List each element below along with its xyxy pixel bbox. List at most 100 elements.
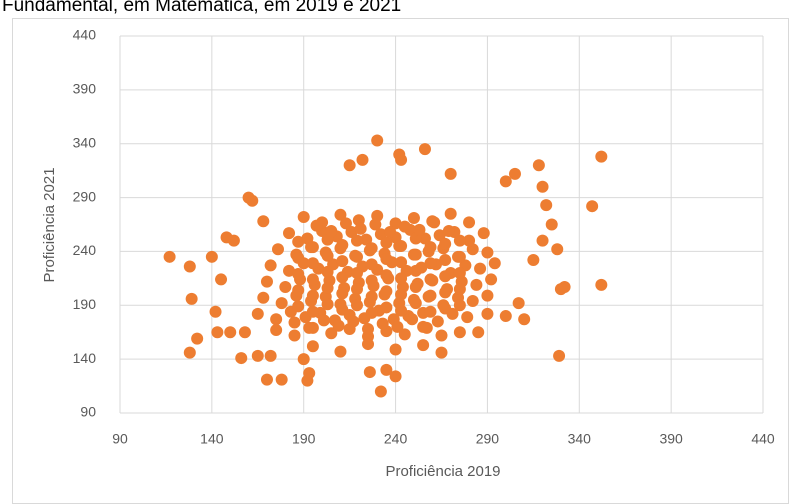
- point: [418, 232, 431, 245]
- point: [369, 218, 382, 231]
- x-tick-label: 190: [292, 431, 316, 447]
- point: [321, 265, 334, 278]
- point: [251, 307, 264, 320]
- point: [453, 299, 466, 312]
- point: [365, 306, 378, 319]
- point: [183, 346, 196, 359]
- point: [418, 143, 431, 156]
- point: [365, 274, 378, 287]
- point: [508, 167, 521, 180]
- point: [224, 326, 237, 339]
- point: [380, 236, 393, 249]
- y-tick-label: 340: [73, 134, 97, 150]
- point: [551, 243, 564, 256]
- point: [205, 250, 218, 263]
- x-tick-label: 290: [476, 431, 500, 447]
- point: [488, 257, 501, 270]
- point: [481, 246, 494, 259]
- y-tick-label: 140: [73, 350, 97, 366]
- point: [417, 339, 430, 352]
- point: [321, 282, 334, 295]
- point: [336, 238, 349, 251]
- point: [163, 250, 176, 263]
- point: [409, 264, 422, 277]
- point: [453, 250, 466, 263]
- point: [238, 326, 251, 339]
- point: [424, 289, 437, 302]
- point: [424, 257, 437, 270]
- point: [453, 326, 466, 339]
- point: [512, 297, 525, 310]
- point: [374, 385, 387, 398]
- point: [365, 242, 378, 255]
- point: [246, 194, 259, 207]
- point: [595, 150, 608, 163]
- point: [301, 232, 314, 245]
- y-tick-label: 290: [73, 188, 97, 204]
- point: [536, 234, 549, 247]
- point: [345, 226, 358, 239]
- point: [424, 305, 437, 318]
- point: [325, 327, 338, 340]
- point: [407, 212, 420, 225]
- point: [380, 301, 393, 314]
- point: [292, 268, 305, 281]
- point: [260, 275, 273, 288]
- point: [334, 208, 347, 221]
- x-tick-label: 440: [751, 431, 775, 447]
- point: [420, 321, 433, 334]
- point: [350, 299, 363, 312]
- point: [380, 269, 393, 282]
- point: [350, 234, 363, 247]
- point: [532, 159, 545, 172]
- point: [310, 219, 323, 232]
- point: [297, 353, 310, 366]
- point: [334, 345, 347, 358]
- point: [518, 313, 531, 326]
- point: [336, 303, 349, 316]
- point: [336, 271, 349, 284]
- point: [545, 218, 558, 231]
- point: [264, 349, 277, 362]
- point: [185, 292, 198, 305]
- point: [306, 241, 319, 254]
- point: [477, 227, 490, 240]
- point: [292, 235, 305, 248]
- point: [191, 332, 204, 345]
- point: [466, 294, 479, 307]
- point: [398, 328, 411, 341]
- point: [389, 217, 402, 230]
- point: [356, 153, 369, 166]
- point: [409, 297, 422, 310]
- point: [362, 322, 375, 335]
- point: [363, 366, 376, 379]
- point: [297, 210, 310, 223]
- point: [540, 199, 553, 212]
- x-tick-label: 240: [384, 431, 408, 447]
- point: [384, 226, 397, 239]
- point: [371, 134, 384, 147]
- point: [439, 286, 452, 299]
- point: [474, 262, 487, 275]
- point: [409, 280, 422, 293]
- point: [439, 254, 452, 267]
- point: [393, 148, 406, 161]
- point: [586, 200, 599, 213]
- point: [306, 340, 319, 353]
- point: [380, 285, 393, 298]
- y-tick-label: 440: [73, 27, 97, 43]
- point: [398, 220, 411, 233]
- point: [424, 241, 437, 254]
- point: [472, 326, 485, 339]
- point: [435, 329, 448, 342]
- point: [395, 256, 408, 269]
- point: [303, 367, 316, 380]
- point: [260, 373, 273, 386]
- point: [292, 300, 305, 313]
- point: [343, 159, 356, 172]
- point: [553, 349, 566, 362]
- point: [453, 234, 466, 247]
- x-tick-label: 390: [659, 431, 683, 447]
